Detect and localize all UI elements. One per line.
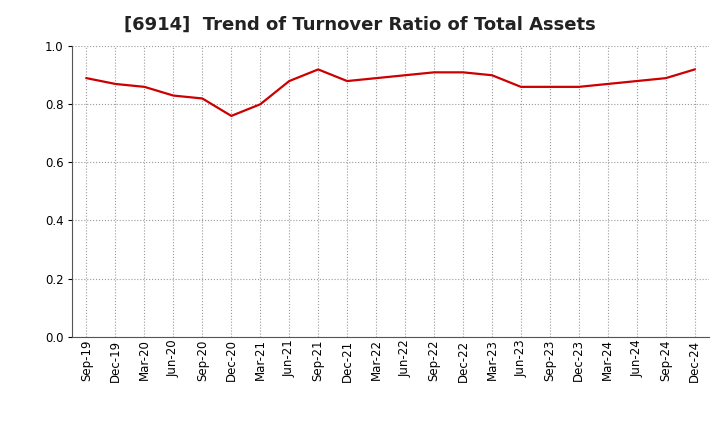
Text: [6914]  Trend of Turnover Ratio of Total Assets: [6914] Trend of Turnover Ratio of Total … (124, 15, 596, 33)
